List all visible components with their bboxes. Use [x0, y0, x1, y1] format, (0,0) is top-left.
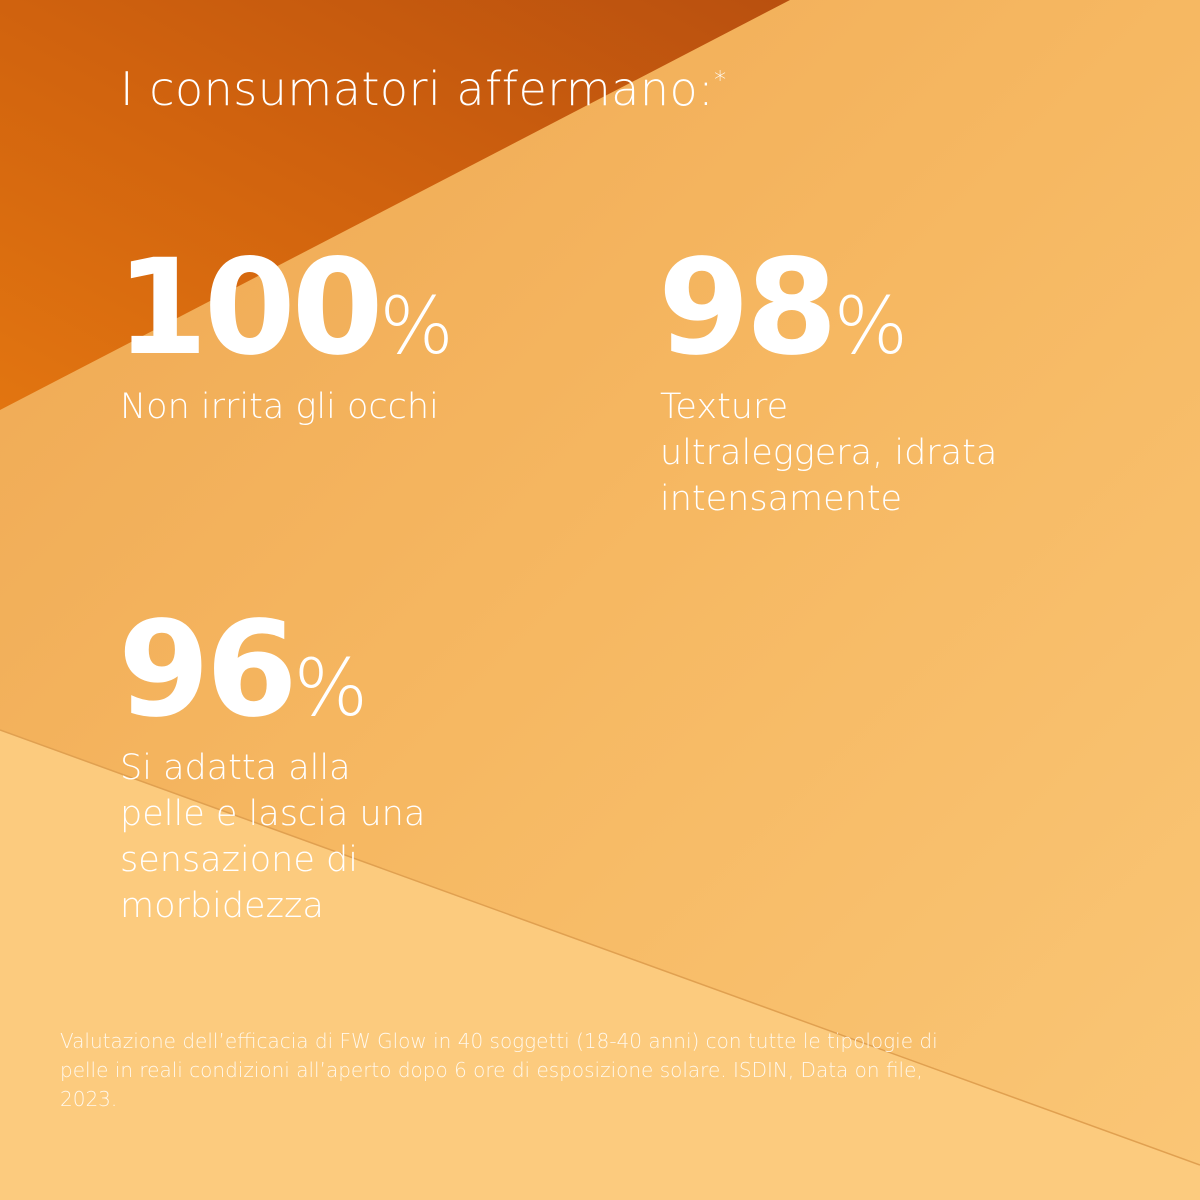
- stat-value: 98: [658, 231, 838, 385]
- stat-value: 100: [116, 231, 384, 385]
- stat-unit: %: [833, 282, 908, 372]
- stat-label: Si adatta alla pelle e lascia una sensaz…: [120, 745, 425, 929]
- label-line: morbidezza: [120, 886, 324, 926]
- footnote-line: pelle in reali condizioni all’aperto dop…: [60, 1058, 923, 1082]
- label-line: Si adatta alla: [120, 748, 351, 788]
- title-text: I consumatori affermano:: [120, 62, 715, 116]
- stat-100: 100%: [116, 242, 454, 374]
- stat-unit: %: [379, 282, 454, 372]
- fold-line: [0, 729, 1200, 1166]
- stat-label: Non irrita gli occhi: [120, 387, 439, 427]
- footnote: Valutazione dell’efficacia di FW Glow in…: [60, 1027, 1140, 1114]
- stat-96: 96%: [118, 604, 368, 736]
- footnote-marker: *: [714, 66, 727, 94]
- stat-label: Texture ultraleggera, idrata intensament…: [660, 384, 997, 522]
- label-line: pelle e lascia una: [120, 794, 426, 834]
- footnote-line: Valutazione dell’efficacia di FW Glow in…: [60, 1029, 938, 1053]
- stat-98: 98%: [658, 242, 908, 374]
- footnote-line: 2023.: [60, 1087, 118, 1111]
- dark-wedge: [0, 0, 790, 410]
- stat-value: 96: [118, 593, 298, 747]
- lower-panel: [0, 730, 1200, 1200]
- page-title: I consumatori affermano:*: [120, 62, 727, 116]
- stat-unit: %: [293, 644, 368, 734]
- label-line: Texture: [660, 387, 789, 427]
- label-line: ultraleggera, idrata: [660, 433, 998, 473]
- label-line: sensazione di: [120, 840, 358, 880]
- label-line: intensamente: [660, 479, 903, 519]
